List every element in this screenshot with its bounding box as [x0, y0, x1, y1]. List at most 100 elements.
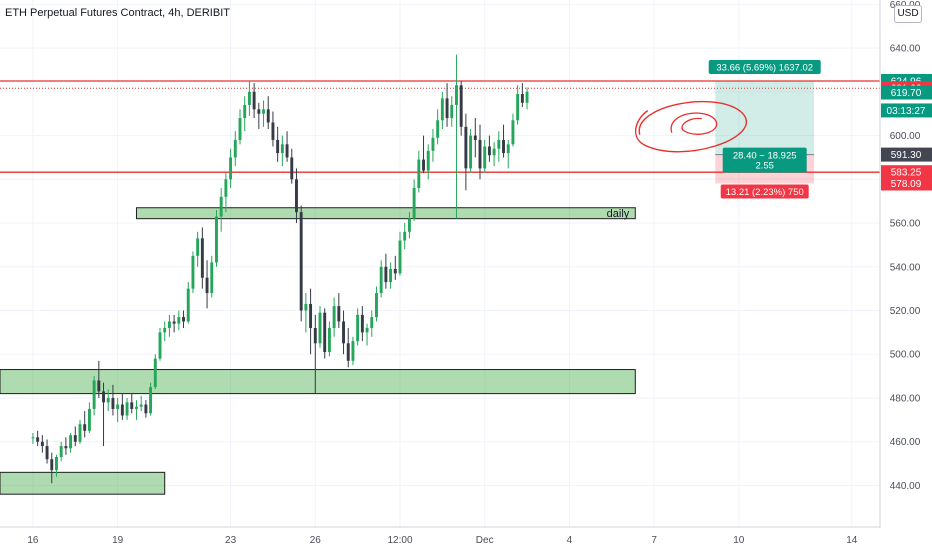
price-tag — [881, 103, 932, 118]
candle-down — [459, 80, 463, 136]
candle-up — [426, 144, 430, 180]
candle-body — [431, 137, 435, 151]
candle-body — [257, 109, 261, 114]
candle-body — [219, 196, 223, 217]
candle-body — [483, 146, 487, 169]
candle-body — [116, 404, 120, 409]
price-tag-label: 591.30 — [891, 150, 922, 161]
price-axis[interactable]: 440.00 460.00 480.00 500.00 520.00 540.00 560.… — [890, 0, 921, 492]
support-zones[interactable]: daily — [0, 207, 636, 495]
time-tick-label: 26 — [310, 535, 322, 546]
candle-body — [196, 238, 200, 256]
price-tags: 624.96621.66619.7003:13:27591.30583.2557… — [881, 73, 932, 191]
candle-up — [403, 223, 407, 250]
candle-body — [238, 118, 242, 140]
candle-up — [158, 328, 162, 361]
candle-up — [497, 131, 501, 162]
candle-body — [50, 459, 54, 471]
candle-body — [412, 188, 416, 219]
annotation[interactable] — [635, 100, 747, 153]
candle-body — [356, 314, 360, 342]
candle-body — [332, 306, 336, 329]
candle-up — [167, 314, 171, 337]
candle-body — [69, 435, 73, 449]
target-label-box — [708, 59, 821, 74]
candle-body — [384, 266, 388, 283]
candle-body — [403, 231, 407, 241]
candle-body — [64, 446, 68, 449]
candle-body — [130, 402, 134, 409]
candle-body — [346, 343, 350, 361]
candle-down — [102, 382, 105, 447]
candle-body — [360, 314, 364, 333]
candle-down — [464, 113, 468, 191]
time-tick-label: 23 — [225, 535, 237, 546]
candle-body — [106, 397, 110, 403]
candle-down — [40, 435, 44, 453]
circle-scribble-inner[interactable] — [670, 112, 718, 135]
candle-body — [31, 437, 35, 439]
candle-body — [389, 268, 393, 283]
candle-up — [412, 179, 416, 221]
candle-up — [243, 96, 247, 132]
candle-down — [323, 308, 327, 359]
time-tick-label: 12:00 — [387, 535, 412, 546]
candle-body — [111, 397, 115, 409]
stop-label-box — [720, 184, 809, 199]
candle-body — [426, 150, 430, 171]
candle-up — [233, 131, 237, 167]
candle-body — [158, 332, 162, 359]
candle-body — [473, 135, 477, 140]
circle-scribble-outer[interactable] — [635, 100, 747, 153]
candle-up — [163, 321, 167, 342]
candle-body — [506, 144, 510, 154]
support-zone[interactable] — [135, 207, 636, 220]
candle-up — [247, 80, 251, 116]
candle-up — [116, 397, 120, 423]
candle-up — [450, 96, 454, 127]
candle-body — [135, 406, 138, 409]
time-tick-label: 16 — [27, 535, 39, 546]
support-zone[interactable] — [0, 369, 636, 395]
price-tick-label: 540.00 — [890, 262, 921, 273]
currency-button[interactable]: USD — [894, 5, 922, 23]
support-zone[interactable] — [0, 471, 166, 495]
candle-body — [59, 446, 63, 458]
candle-down — [342, 310, 345, 355]
price-tick-label: 600.00 — [890, 131, 921, 142]
candle-up — [525, 87, 529, 110]
candle-up — [69, 432, 73, 453]
candle-body — [243, 104, 247, 119]
candle-body — [497, 139, 501, 149]
time-tick-label: 19 — [112, 535, 124, 546]
candle-up — [375, 286, 378, 322]
profit-zone[interactable] — [715, 80, 815, 155]
candle-down — [45, 439, 49, 464]
candle-up — [483, 139, 487, 173]
candle-body — [247, 91, 251, 105]
candle-body — [125, 402, 129, 416]
candle-up — [389, 262, 393, 289]
candle-down — [83, 411, 87, 438]
candle-body — [97, 380, 101, 392]
candle-body — [478, 139, 482, 169]
candle-up — [238, 109, 242, 145]
candle-down — [205, 260, 209, 309]
candle-up — [106, 389, 110, 412]
candle-down — [478, 124, 482, 180]
candle-body — [365, 328, 369, 333]
time-axis[interactable]: 16 19 23 26 12:00 Dec 4 7 10 14 — [27, 535, 857, 546]
candle-down — [502, 124, 505, 158]
candle-down — [252, 83, 256, 119]
candle-up — [440, 91, 444, 130]
candle-up — [351, 336, 355, 366]
candle-down — [299, 205, 303, 322]
candle-body — [186, 288, 190, 322]
zone-label: daily — [607, 208, 630, 220]
price-tag — [881, 85, 932, 100]
candle-body — [327, 328, 331, 353]
candle-down — [182, 310, 185, 329]
candle-body — [379, 266, 383, 294]
